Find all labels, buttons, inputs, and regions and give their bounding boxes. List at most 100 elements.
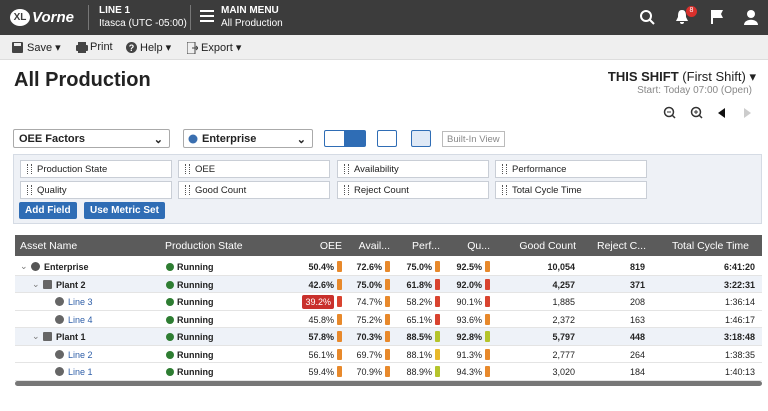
reject-count: 819 [629, 262, 645, 272]
table-row[interactable]: Line 1 Running 59.4% 70.9% 88.9% 94.3% 3,020 18… [15, 363, 762, 381]
state-dot [166, 298, 174, 306]
menu-icon[interactable] [200, 10, 214, 23]
oee-indicator [337, 261, 342, 272]
state-dot [166, 280, 174, 289]
gear-icon [55, 314, 64, 324]
column-header[interactable]: Good Count [519, 240, 576, 252]
asset-name[interactable]: Line 2 [68, 349, 93, 360]
field-chip[interactable]: Quality [20, 181, 172, 199]
field-chip[interactable]: Performance [495, 160, 647, 178]
gear-icon [55, 297, 64, 306]
field-chip[interactable]: Reject Count [337, 181, 489, 199]
table-row[interactable]: ⌄ Enterprise Running 50.4% 72.6% 75.0% 92.5% 10… [15, 258, 762, 276]
bell-icon[interactable] [675, 9, 689, 25]
oee-value: 39.2% [302, 295, 334, 309]
asset-name[interactable]: Line 4 [68, 314, 93, 325]
availability-value: 74.7% [356, 297, 382, 307]
asset-name[interactable]: Line 1 [68, 367, 93, 377]
asset-name: Enterprise [44, 262, 89, 272]
total-cycle-time: 1:38:35 [724, 349, 755, 360]
column-header[interactable]: Avail... [358, 240, 390, 252]
reject-count: 448 [629, 332, 645, 342]
export-menu[interactable]: Export ▾ [201, 42, 242, 54]
table-header: Asset Name Production State OEE Avail... Per… [15, 235, 762, 256]
performance-indicator [435, 296, 440, 307]
line-name[interactable]: LINE 1 [99, 5, 131, 16]
tree-view-button[interactable] [345, 130, 366, 147]
gear-icon [55, 349, 64, 359]
column-header[interactable]: Total Cycle Time [671, 240, 749, 252]
list-view-button[interactable] [324, 130, 345, 147]
shift-selector[interactable]: THIS SHIFT (First Shift) ▾ [607, 69, 756, 84]
logo: Vorne [32, 9, 74, 26]
save-menu[interactable]: Save ▾ [27, 42, 61, 54]
oee-indicator [337, 366, 342, 377]
field-chip[interactable]: OEE [178, 160, 330, 178]
availability-indicator [385, 366, 390, 377]
help-label: Help [140, 42, 163, 54]
view-label[interactable]: Built-In View [442, 131, 505, 147]
shift-label: THIS SHIFT [607, 69, 679, 84]
field-chip[interactable]: Good Count [178, 181, 330, 199]
use-metric-set-button[interactable]: Use Metric Set [84, 202, 165, 219]
performance-indicator [435, 348, 440, 360]
field-chip[interactable]: Production State [20, 160, 172, 178]
flag-icon[interactable] [710, 9, 724, 25]
field-chip[interactable]: Total Cycle Time [495, 181, 647, 199]
column-header[interactable]: Asset Name [20, 240, 78, 252]
help-menu[interactable]: Help ▾ [140, 42, 172, 54]
reject-count: 208 [629, 297, 645, 307]
table-row[interactable]: ⌄ Plant 1 Running 57.8% 70.3% 88.5% 92.8% 5,797… [15, 328, 762, 346]
column-header[interactable]: Production State [165, 240, 243, 252]
availability-value: 69.7% [356, 349, 382, 360]
column-header[interactable]: Reject C... [596, 240, 646, 252]
quality-indicator [485, 261, 490, 272]
table-row[interactable]: Line 3 Running 39.2% 74.7% 58.2% 90.1% 1,885 20… [15, 293, 762, 311]
column-header[interactable]: Perf... [411, 240, 440, 252]
main-menu[interactable]: MAIN MENU [221, 5, 279, 16]
total-cycle-time: 6:41:20 [723, 262, 755, 272]
scrollbar[interactable] [15, 381, 762, 386]
good-count: 10,054 [547, 262, 575, 272]
navigation-controls[interactable] [662, 106, 758, 120]
export-icon [187, 42, 198, 54]
availability-value: 70.3% [356, 332, 382, 342]
total-cycle-time: 1:46:17 [724, 314, 755, 325]
availability-value: 75.0% [356, 279, 382, 290]
good-count: 5,797 [552, 332, 575, 342]
quality-value: 94.3% [456, 367, 482, 377]
total-cycle-time: 3:18:48 [723, 332, 755, 342]
performance-indicator [435, 313, 440, 325]
metric-select[interactable]: OEE Factors ⌄ [13, 129, 170, 148]
availability-indicator [385, 296, 390, 307]
total-cycle-time: 1:36:14 [724, 297, 755, 307]
columns-button[interactable] [411, 130, 431, 147]
performance-indicator [435, 278, 440, 290]
table-row[interactable]: Line 4 Running 45.8% 75.2% 65.1% 93.6% 2,372 16… [15, 311, 762, 328]
availability-indicator [385, 331, 390, 342]
add-field-button[interactable]: Add Field [19, 202, 77, 219]
scope-select[interactable]: Enterprise ⌄ [183, 129, 313, 148]
user-icon[interactable] [744, 9, 758, 25]
quality-value: 92.8% [456, 332, 482, 342]
search-icon[interactable] [639, 9, 655, 25]
performance-value: 88.5% [406, 332, 432, 342]
performance-value: 75.0% [406, 262, 432, 272]
oee-indicator [337, 313, 342, 325]
performance-value: 88.1% [406, 349, 432, 360]
table-row[interactable]: Line 2 Running 56.1% 69.7% 88.1% 91.3% 2,777 26… [15, 346, 762, 363]
performance-indicator [435, 366, 440, 377]
column-header[interactable]: OEE [319, 240, 342, 252]
availability-value: 75.2% [356, 314, 382, 325]
print-icon [76, 42, 88, 53]
column-header[interactable]: Qu... [467, 240, 490, 252]
hierarchy-button[interactable] [377, 130, 397, 147]
svg-text:?: ? [129, 43, 135, 53]
table-row[interactable]: ⌄ Plant 2 Running 42.6% 75.0% 61.8% 92.0% 4,257… [15, 275, 762, 293]
toolbar: Save ▾ Print ? Help ▾ Export ▾ [0, 35, 768, 60]
print-button[interactable]: Print [90, 41, 113, 53]
asset-name[interactable]: Line 3 [68, 297, 93, 307]
production-state: Running [177, 297, 214, 307]
notification-badge: 8 [686, 6, 697, 17]
field-chip[interactable]: Availability [337, 160, 489, 178]
